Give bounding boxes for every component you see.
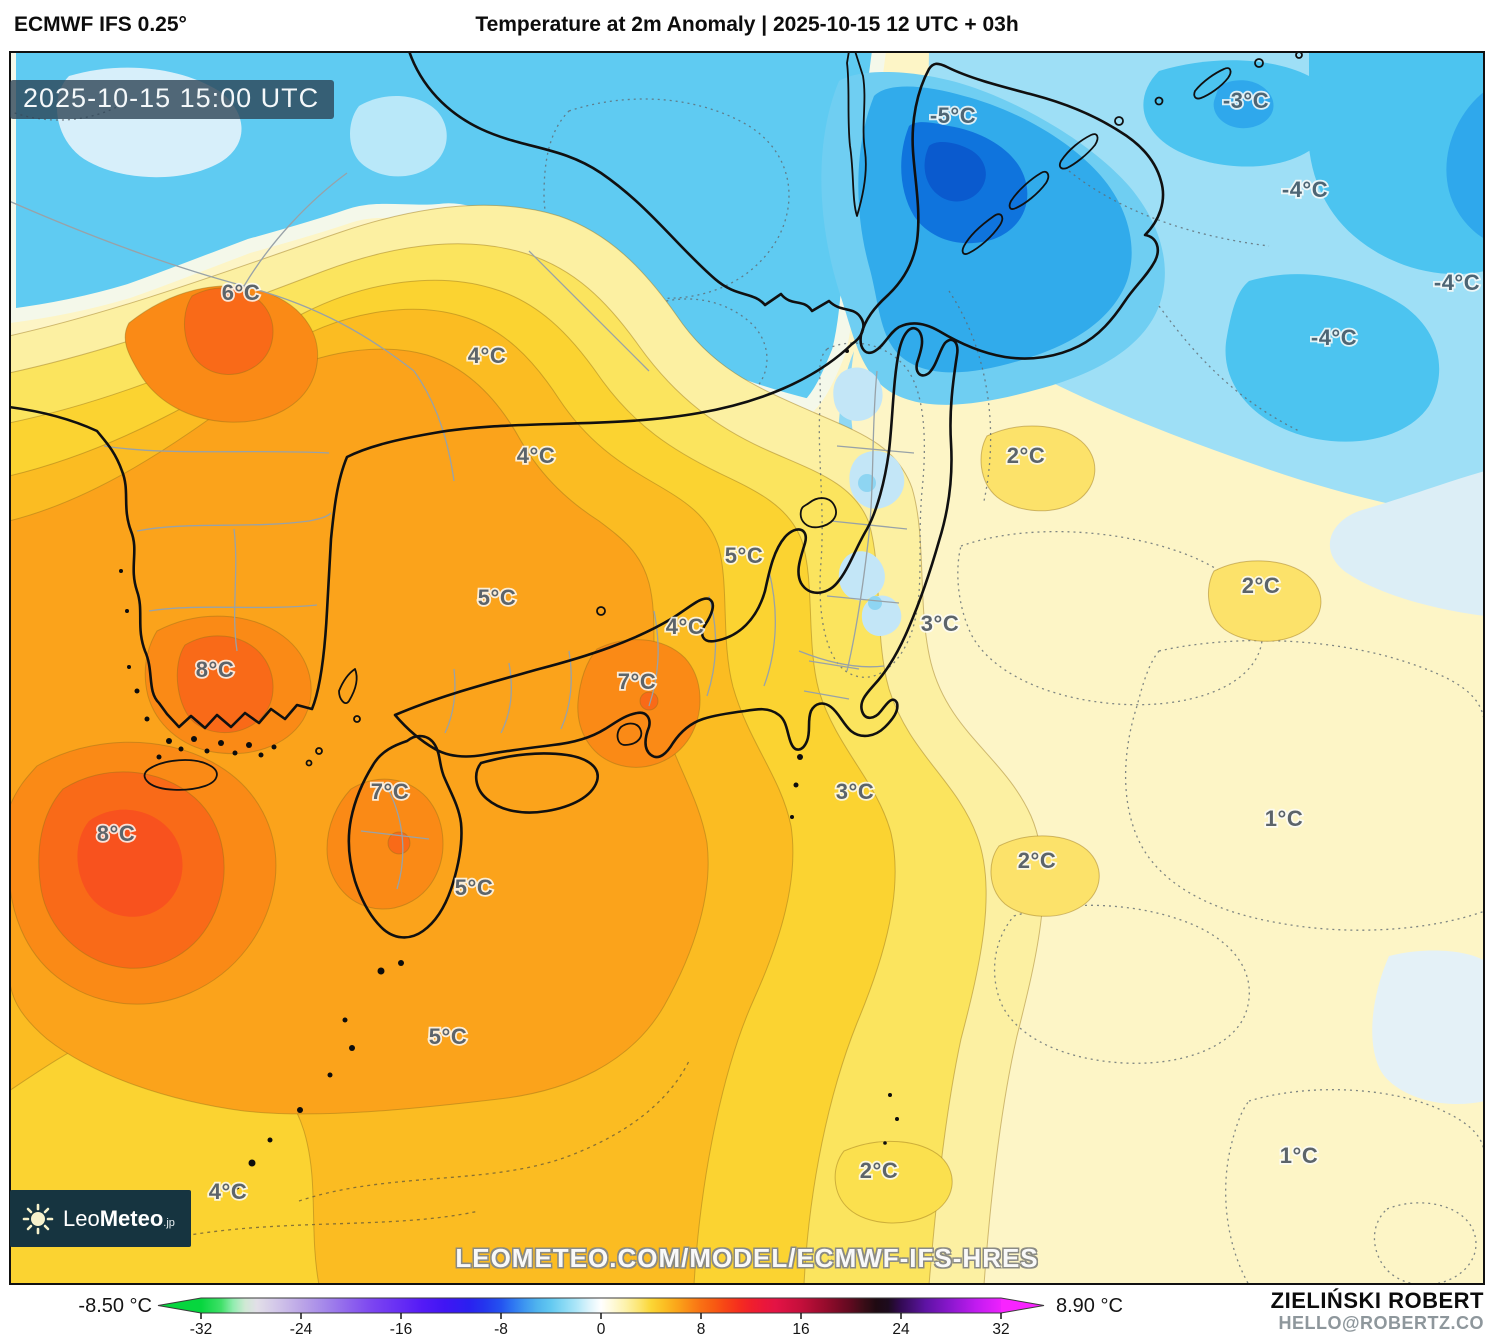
small-islands (119, 349, 899, 1190)
svg-text:-16: -16 (390, 1321, 412, 1338)
colorbar-tick-labels: -32 -24 -16 -8 0 8 16 24 32 (190, 1321, 1010, 1338)
logo-tld: .jp (163, 1216, 175, 1229)
author-contact: HELLO@ROBERTZ.CO (1278, 1313, 1484, 1334)
temp-label: 4°C (468, 343, 506, 368)
shikoku-coast (474, 752, 599, 814)
svg-text:8: 8 (697, 1321, 706, 1338)
temp-label: -4°C (1311, 325, 1357, 350)
temp-label: 8°C (196, 657, 234, 682)
map-frame (9, 51, 1485, 1285)
colorbar-footer: -8.50 °C -32 -24 -16 -8 0 8 16 24 (0, 1285, 1494, 1338)
sakhalin-coast (846, 51, 867, 217)
temp-label: 1°C (1280, 1143, 1318, 1168)
svg-text:-8: -8 (494, 1321, 508, 1338)
svg-text:0: 0 (597, 1321, 606, 1338)
attribution: ZIELIŃSKI ROBERT HELLO@ROBERTZ.CO (1271, 1288, 1484, 1334)
temp-label: 6°C (222, 280, 260, 305)
jeju-island (143, 759, 218, 791)
colorbar-right-arrow (1001, 1298, 1044, 1313)
svg-text:-24: -24 (290, 1321, 313, 1338)
svg-text:16: 16 (792, 1321, 809, 1338)
temp-label: -5°C (930, 103, 976, 128)
tsushima-island (338, 668, 358, 704)
svg-text:32: 32 (992, 1321, 1009, 1338)
warm-anomaly-bands (9, 204, 1044, 1285)
temp-label: 4°C (666, 614, 704, 639)
colorbar-min-label: -8.50 °C (78, 1295, 152, 1317)
temp-label: -4°C (1434, 270, 1480, 295)
colorbar-ticks (200, 1313, 1002, 1319)
hokkaido-coast (859, 62, 1165, 360)
kyushu-coast (347, 734, 463, 939)
sun-icon (22, 1203, 54, 1234)
tohoku-neutral-pocket (818, 342, 925, 678)
author-name: ZIELIŃSKI ROBERT (1270, 1288, 1484, 1313)
map-canvas: 6°C 4°C 4°C 2°C 5°C 2°C 5°C 3°C 4°C 8°C … (9, 51, 1485, 1285)
coastlines (9, 51, 1303, 939)
honshu-coast (393, 326, 959, 759)
temp-label: 5°C (725, 543, 763, 568)
colorbar-max-label: 8.90 °C (1056, 1295, 1123, 1317)
temp-label: 3°C (921, 611, 959, 636)
temp-label: 2°C (1007, 443, 1045, 468)
temp-label: -4°C (1282, 177, 1328, 202)
temp-label: 3°C (836, 779, 874, 804)
temp-label: 2°C (860, 1158, 898, 1183)
colorbar: -8.50 °C -32 -24 -16 -8 0 8 16 24 (78, 1295, 1123, 1338)
model-name: ECMWF IFS 0.25° (14, 13, 187, 36)
temp-label: 7°C (371, 779, 409, 804)
sado-island (799, 497, 837, 529)
svg-text:-32: -32 (190, 1321, 212, 1338)
timestamp-overlay: 2025-10-15 15:00 UTC (10, 80, 335, 119)
logo-wordmark: LeoMeteo.jp (63, 1206, 175, 1232)
temp-label: 5°C (455, 875, 493, 900)
leometeo-logo: LeoMeteo.jp (10, 1190, 191, 1247)
admin-borders (9, 172, 915, 890)
temp-label: 1°C (1265, 806, 1303, 831)
anomaly-map: 6°C 4°C 4°C 2°C 5°C 2°C 5°C 3°C 4°C 8°C … (9, 51, 1485, 1285)
chart-title: Temperature at 2m Anomaly | 2025-10-15 1… (475, 13, 1019, 36)
mainland-korea-coast (9, 51, 865, 730)
colorbar-left-arrow (158, 1298, 201, 1313)
temp-label: 5°C (429, 1024, 467, 1049)
logo-text-regular: Leo (63, 1205, 100, 1231)
temp-label: 4°C (517, 443, 555, 468)
temp-label: 7°C (618, 669, 656, 694)
temperature-labels: 6°C 4°C 4°C 2°C 5°C 2°C 5°C 3°C 4°C 8°C … (95, 86, 1481, 1206)
temp-label: 2°C (1018, 848, 1056, 873)
logo-text-bold: Meteo (99, 1205, 164, 1231)
temp-label: 5°C (478, 585, 516, 610)
watermark-url: LEOMETEO.COM/MODEL/ECMWF-IFS-HRES (455, 1243, 1039, 1273)
temp-label: 2°C (1242, 573, 1280, 598)
pacific-neutral-patches (834, 425, 1485, 1285)
temp-label: 4°C (209, 1179, 247, 1204)
temp-label: -3°C (1223, 88, 1269, 113)
svg-text:24: 24 (892, 1321, 910, 1338)
header: ECMWF IFS 0.25° Temperature at 2m Anomal… (0, 0, 1494, 51)
colorbar-gradient (201, 1298, 1001, 1313)
temp-label: 8°C (97, 821, 135, 846)
